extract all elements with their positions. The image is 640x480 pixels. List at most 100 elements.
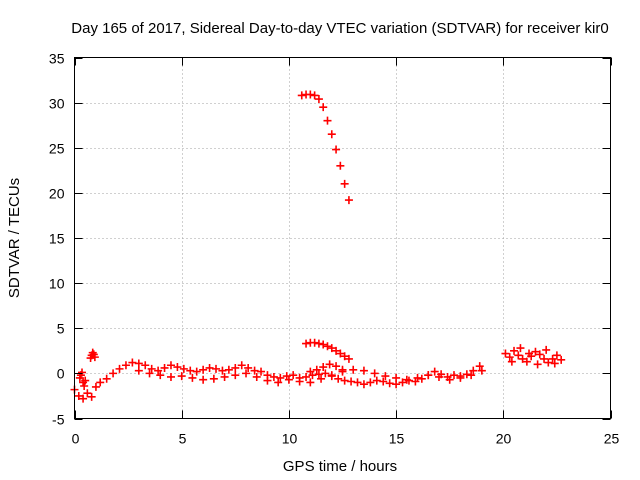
data-point (522, 357, 531, 366)
data-point (501, 349, 510, 358)
data-point (302, 372, 311, 381)
data-point (507, 357, 516, 366)
data-point (531, 347, 540, 356)
data-point (115, 364, 124, 373)
data-point (317, 374, 326, 383)
data-point (310, 91, 319, 100)
data-point (402, 375, 411, 384)
data-point (209, 374, 218, 383)
data-point (392, 373, 401, 382)
data-point (525, 349, 534, 358)
data-point (231, 371, 240, 380)
data-point (205, 363, 214, 372)
data-point (242, 369, 251, 378)
data-point (263, 376, 272, 385)
data-point (398, 378, 407, 387)
data-point (542, 345, 551, 354)
y-tick-label: 20 (49, 186, 65, 202)
data-point (81, 376, 90, 385)
data-point (80, 382, 89, 391)
series-midday-arc (302, 338, 353, 376)
series-late-cluster (501, 344, 566, 369)
data-point (274, 378, 283, 387)
data-point (323, 342, 332, 351)
data-point (192, 367, 201, 376)
y-tick-label: 15 (49, 231, 65, 247)
x-axis-label: GPS time / hours (283, 458, 397, 475)
data-point (385, 379, 394, 388)
data-point (186, 366, 195, 375)
data-point (349, 365, 358, 374)
data-point (252, 372, 261, 381)
data-point (160, 363, 169, 372)
data-point (173, 363, 182, 372)
series-main-band (70, 358, 484, 403)
y-tick-label: 25 (49, 141, 65, 157)
data-point (306, 90, 315, 99)
data-point (306, 367, 315, 376)
data-point (134, 366, 143, 375)
data-point (218, 366, 227, 375)
data-point (87, 392, 96, 401)
data-point (505, 353, 514, 362)
data-point (327, 371, 336, 380)
data-point (475, 362, 484, 371)
data-point (284, 375, 293, 384)
data-point (166, 361, 175, 370)
data-point (179, 364, 188, 373)
data-point (134, 359, 143, 368)
data-point (312, 365, 321, 374)
data-point (340, 376, 349, 385)
data-point (74, 391, 83, 400)
data-point (302, 339, 311, 348)
data-point (344, 196, 353, 205)
data-point (552, 351, 561, 360)
data-point (518, 354, 527, 363)
data-point (276, 373, 285, 382)
series-early-spike (75, 348, 99, 391)
data-point (327, 130, 336, 139)
data-point (314, 339, 323, 348)
data-point (469, 366, 478, 375)
data-point (353, 378, 362, 387)
data-point (109, 369, 118, 378)
data-point (344, 354, 353, 363)
data-point (154, 366, 163, 375)
y-tick-label: 30 (49, 96, 65, 112)
data-point (379, 377, 388, 386)
data-point (128, 358, 137, 367)
data-point (90, 353, 99, 362)
data-point (359, 366, 368, 375)
data-point (417, 374, 426, 383)
data-points (70, 90, 566, 403)
data-point (156, 371, 165, 380)
data-point (340, 352, 349, 361)
data-point (467, 371, 476, 380)
data-point (78, 368, 87, 377)
data-point (557, 355, 566, 364)
data-point (449, 371, 458, 380)
y-tick-label: 35 (49, 51, 65, 67)
data-point (424, 371, 433, 380)
data-point (319, 103, 328, 112)
y-tick-label: -5 (52, 412, 65, 428)
data-point (544, 358, 553, 367)
data-point (327, 344, 336, 353)
y-tick-label: 5 (57, 321, 65, 337)
data-point (269, 372, 278, 381)
data-point (250, 366, 259, 375)
data-point (244, 363, 253, 372)
data-point (199, 365, 208, 374)
y-axis-label: SDTVAR / TECUs (6, 178, 23, 298)
data-point (332, 346, 341, 355)
x-tick-label: 15 (389, 431, 405, 447)
data-point (224, 365, 233, 374)
data-point (306, 378, 315, 387)
data-point (177, 372, 186, 381)
data-point (514, 351, 523, 360)
data-point (102, 374, 111, 383)
data-point (321, 369, 330, 378)
data-point (319, 363, 328, 372)
